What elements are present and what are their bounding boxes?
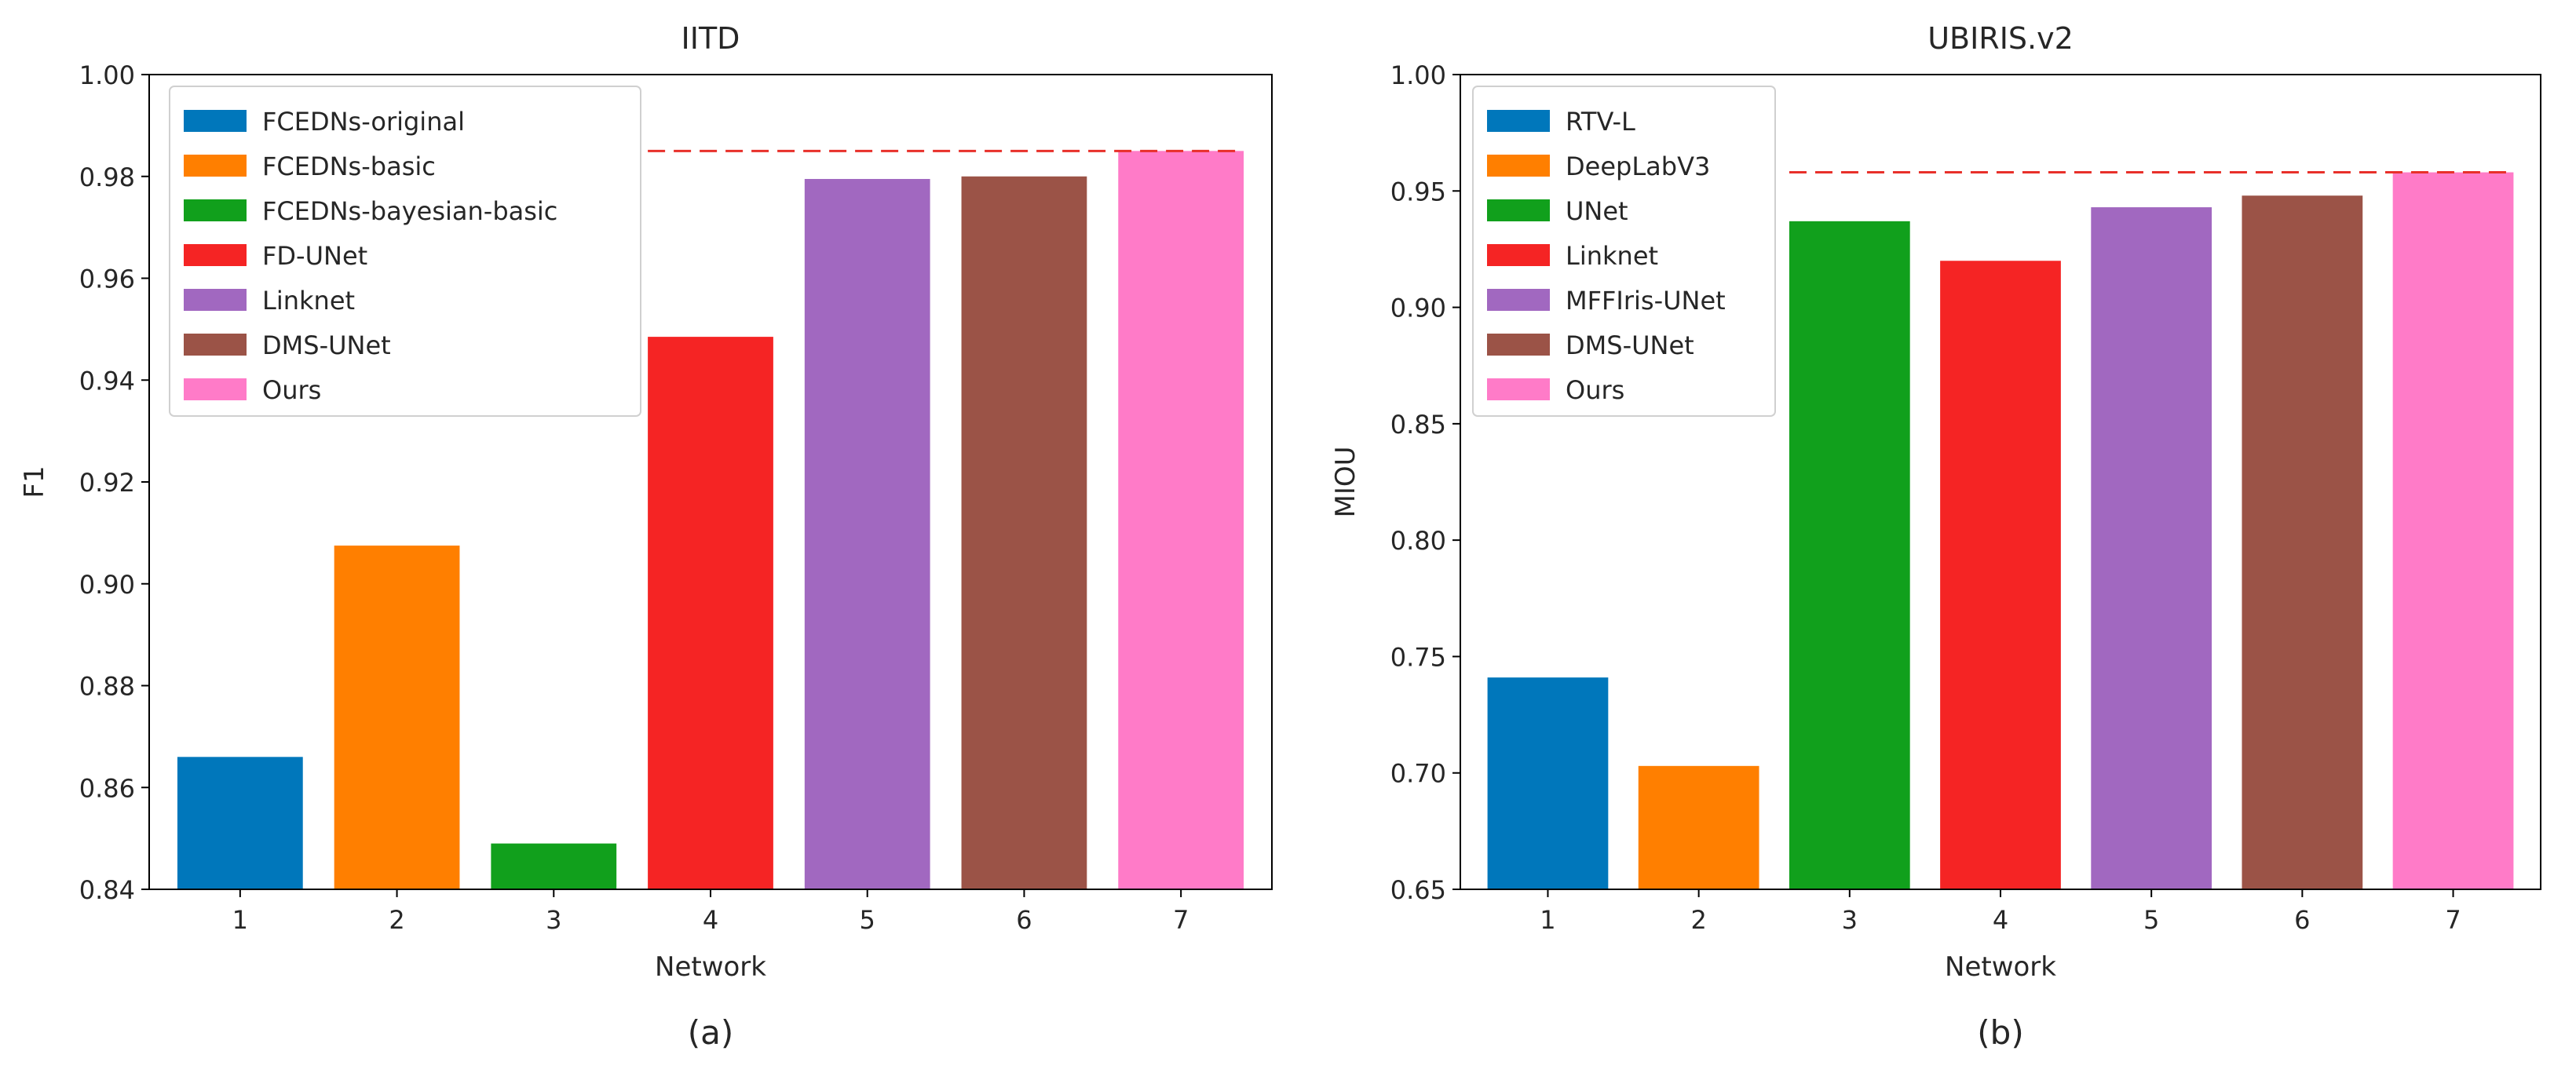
y-tick-label: 0.85	[1390, 410, 1446, 440]
legend-swatch	[1487, 155, 1550, 177]
bar-6	[961, 176, 1087, 889]
legend-swatch	[1487, 199, 1550, 221]
chart-title: UBIRIS.v2	[1927, 21, 2074, 56]
legend-box	[169, 86, 641, 417]
legend-entry: FCEDNs-basic	[262, 151, 436, 181]
legend-swatch	[1487, 244, 1550, 266]
x-tick-label: 4	[1993, 905, 2008, 935]
y-tick-label: 0.98	[79, 162, 135, 192]
x-tick-label: 7	[2445, 905, 2461, 935]
bar-2	[334, 546, 460, 889]
y-tick-label: 0.88	[79, 672, 135, 702]
bar-1	[1487, 677, 1609, 889]
legend-entry: DMS-UNet	[262, 330, 391, 360]
y-tick-label: 0.90	[79, 570, 135, 600]
x-tick-label: 1	[232, 905, 248, 935]
legend-entry: FCEDNs-bayesian-basic	[262, 196, 557, 226]
legend-entry: Linknet	[1566, 241, 1658, 271]
y-axis-label: MIOU	[1330, 446, 1361, 517]
legend-swatch	[184, 199, 247, 221]
bar-7	[2392, 172, 2514, 889]
y-tick-label: 1.00	[1390, 60, 1446, 90]
x-tick-label: 5	[2143, 905, 2159, 935]
x-tick-label: 6	[2294, 905, 2310, 935]
y-tick-label: 0.92	[79, 468, 135, 498]
y-axis-label: F1	[19, 465, 50, 498]
x-tick-label: 7	[1173, 905, 1189, 935]
y-tick-label: 0.80	[1390, 526, 1446, 556]
bar-6	[2242, 195, 2363, 889]
y-tick-label: 1.00	[79, 60, 135, 90]
chart-1: 0.84 0.86 0.88 0.90 0.92 0.94 0.96 0.98 1.00 1 2 3 4…	[19, 21, 1273, 1052]
legend-swatch	[184, 334, 247, 356]
legend-entry: Ours	[262, 375, 321, 405]
x-tick-label: 3	[546, 905, 561, 935]
legend-entry: Linknet	[262, 286, 355, 316]
bar-3	[1789, 221, 1910, 890]
legend-swatch	[184, 378, 247, 400]
bar-5	[2091, 207, 2212, 889]
legend-entry: RTV-L	[1566, 107, 1635, 137]
y-tick-label: 0.70	[1390, 759, 1446, 789]
y-tick-label: 0.84	[79, 875, 135, 905]
bar-2	[1638, 765, 1759, 889]
y-tick-label: 0.75	[1390, 642, 1446, 672]
legend-swatch	[184, 110, 247, 132]
legend-entry: Ours	[1566, 375, 1624, 405]
x-tick-label: 6	[1016, 905, 1032, 935]
y-tick-label: 0.94	[79, 366, 135, 396]
legend-swatch	[1487, 334, 1550, 356]
x-tick-label: 2	[1690, 905, 1706, 935]
legend: FCEDNs-original FCEDNs-basic FCEDNs-bayesi…	[169, 86, 641, 417]
bar-1	[177, 757, 303, 889]
y-tick-label: 0.86	[79, 773, 135, 803]
x-axis-label: Network	[1945, 951, 2056, 983]
legend-entry: FD-UNet	[262, 241, 367, 271]
chart-2: 0.65 0.70 0.75 0.80 0.85 0.90 0.95 1.00 1 2 3 4 5 6 7 U…	[1330, 21, 2541, 1052]
legend-swatch	[1487, 289, 1550, 311]
bar-5	[804, 178, 930, 889]
bar-3	[491, 843, 617, 889]
legend-entry: DMS-UNet	[1566, 330, 1694, 360]
legend-swatch	[184, 244, 247, 266]
legend-swatch	[1487, 378, 1550, 400]
legend: RTV-L DeepLabV3 UNet Linknet MFFIris-UNet DMS…	[1472, 86, 1776, 417]
y-tick-label: 0.65	[1390, 875, 1446, 905]
bar-4	[1940, 261, 2061, 889]
bar-7	[1118, 151, 1244, 889]
y-tick-label: 0.90	[1390, 294, 1446, 323]
legend-entry: UNet	[1566, 196, 1628, 226]
figure-caption: (b)	[1977, 1013, 2023, 1052]
legend-entry: FCEDNs-original	[262, 107, 465, 137]
x-tick-label: 3	[1842, 905, 1858, 935]
legend-swatch	[1487, 110, 1550, 132]
x-tick-label: 4	[703, 905, 718, 935]
x-tick-label: 2	[389, 905, 404, 935]
legend-swatch	[184, 289, 247, 311]
figure-caption: (a)	[688, 1013, 734, 1052]
y-tick-label: 0.96	[79, 265, 135, 294]
legend-swatch	[184, 155, 247, 177]
x-tick-label: 1	[1540, 905, 1555, 935]
bar-4	[648, 337, 773, 889]
legend-entry: DeepLabV3	[1566, 151, 1710, 181]
chart-title: IITD	[681, 21, 740, 56]
x-axis-label: Network	[655, 951, 766, 983]
y-tick-label: 0.95	[1390, 177, 1446, 206]
legend-entry: MFFIris-UNet	[1566, 286, 1726, 316]
x-tick-label: 5	[860, 905, 875, 935]
